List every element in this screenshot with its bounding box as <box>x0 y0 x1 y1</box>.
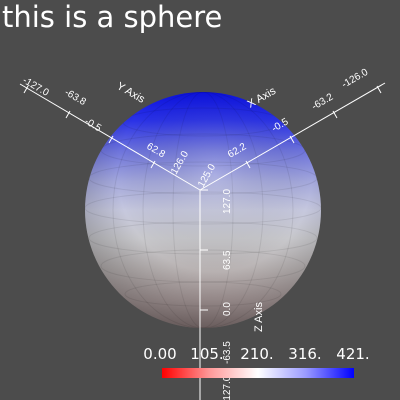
scalar-bar-label: 0.00 <box>143 345 177 363</box>
y-axis-title: Y Axis <box>115 80 148 106</box>
x-axis-title: X Axis <box>246 85 279 111</box>
z-axis-tick-label: 127.0 <box>222 189 233 214</box>
y-axis-tick-label: -127.0 <box>21 75 51 99</box>
y-axis <box>19 83 201 191</box>
scalar-bar-label: 316. <box>288 345 322 363</box>
z-axis-title: Z Axis <box>253 302 265 332</box>
x-axis <box>199 82 386 191</box>
z-axis-tick-label: 63.5 <box>222 250 233 270</box>
scalar-bar-label: 421. <box>336 345 370 363</box>
scalar-bar-label: 105. <box>190 345 224 363</box>
scene-title: this is a sphere <box>2 0 223 34</box>
x-axis-tick-label: -63.2 <box>310 91 336 112</box>
sphere-mesh <box>85 92 321 328</box>
z-axis-tick-label: 0.0 <box>222 302 233 316</box>
scalar-bar-gradient <box>162 368 354 378</box>
z-axis-tick-label: -127.0 <box>222 375 233 400</box>
x-axis-tick-label: -126.0 <box>340 67 370 91</box>
scalar-bar-label: 210. <box>240 345 274 363</box>
y-axis-tick-label: -63.8 <box>63 87 89 108</box>
z-axis-tick-label: -63.5 <box>222 341 233 364</box>
